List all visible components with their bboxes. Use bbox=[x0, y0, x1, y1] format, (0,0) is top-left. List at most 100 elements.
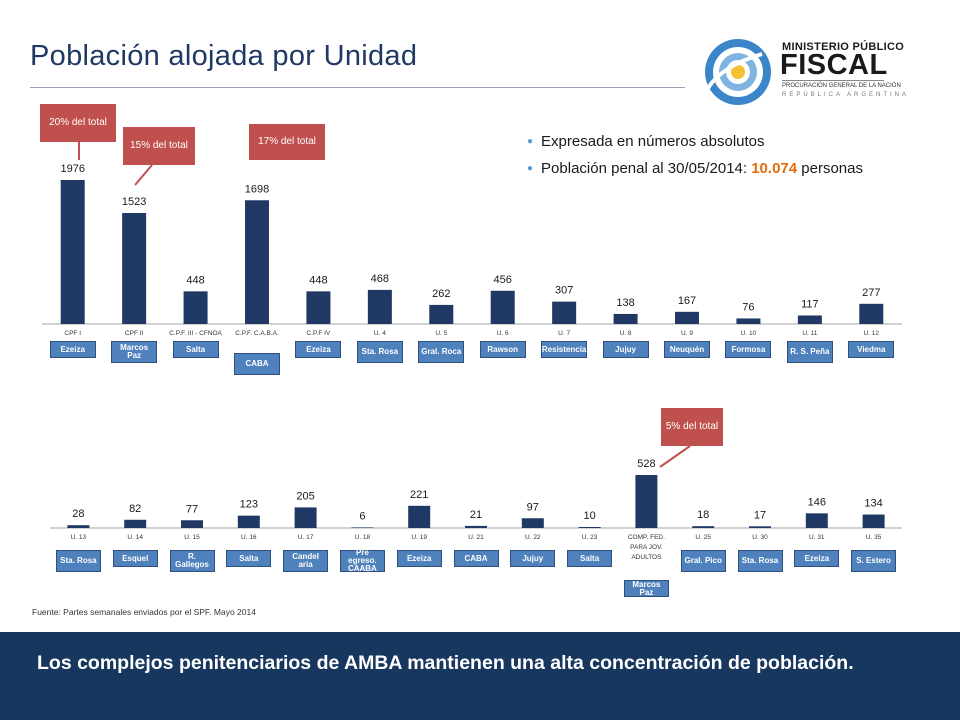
logo-line-3: PROCURACIÓN GENERAL DE LA NACIÓN bbox=[782, 83, 901, 89]
bar bbox=[67, 525, 90, 528]
location-tag: Candel aria bbox=[283, 550, 329, 572]
category-label: U. 6 bbox=[497, 330, 509, 337]
bar bbox=[181, 520, 203, 528]
location-tag: Resistencia bbox=[541, 341, 588, 358]
category-label: U. 25 bbox=[695, 534, 711, 541]
category-label: ADULTOS bbox=[631, 554, 662, 561]
category-label: U. 19 bbox=[411, 534, 427, 541]
bar bbox=[692, 526, 715, 528]
category-label: C.P.F. III - CFNOA bbox=[169, 330, 222, 337]
logo-line-4: REPÚBLICA ARGENTINA bbox=[782, 92, 910, 98]
data-label: 307 bbox=[555, 285, 573, 297]
percentage-callout: 20% del total bbox=[40, 104, 116, 142]
category-label: C.P.F IV bbox=[307, 330, 331, 337]
location-tag: CABA bbox=[234, 353, 280, 375]
bar bbox=[490, 290, 515, 324]
category-label: CPF I bbox=[64, 330, 81, 337]
bar bbox=[613, 313, 638, 324]
callout-leader-line bbox=[659, 445, 691, 468]
bar bbox=[408, 505, 431, 528]
bar bbox=[578, 526, 601, 528]
bar bbox=[351, 527, 374, 528]
data-label: 138 bbox=[616, 297, 634, 309]
total-population-value: 10.074 bbox=[751, 160, 798, 177]
bullet-suffix: personas bbox=[797, 160, 863, 177]
bar bbox=[552, 301, 577, 324]
bar bbox=[797, 315, 822, 324]
bar bbox=[749, 526, 771, 528]
category-label: U. 23 bbox=[582, 534, 598, 541]
location-tag: CABA bbox=[453, 550, 499, 567]
bar bbox=[862, 514, 885, 528]
data-label: 10 bbox=[583, 510, 595, 522]
category-label: U. 7 bbox=[558, 330, 570, 337]
category-label: COMP. FED. bbox=[628, 534, 665, 541]
location-tag: S. Estero bbox=[851, 550, 897, 572]
bar bbox=[367, 289, 392, 324]
data-label: 448 bbox=[309, 274, 327, 286]
location-tag: Sta. Rosa bbox=[737, 550, 783, 572]
callout-leader-line bbox=[134, 164, 153, 186]
data-label: 456 bbox=[494, 274, 512, 286]
category-label: CPF II bbox=[125, 330, 144, 337]
category-label: U. 35 bbox=[866, 534, 882, 541]
location-tag: Ezeiza bbox=[794, 550, 840, 567]
category-label: U. 16 bbox=[241, 534, 257, 541]
footer-banner: Los complejos penitenciarios de AMBA man… bbox=[0, 632, 960, 720]
bar bbox=[736, 318, 761, 324]
category-label: U. 15 bbox=[184, 534, 200, 541]
bullet-total-population: ● Población penal al 30/05/2014: 10.074 p… bbox=[527, 160, 863, 177]
location-tag: Ezeiza bbox=[49, 341, 96, 358]
bullet-absolute-numbers: ● Expresada en números absolutos bbox=[527, 133, 765, 150]
data-label: 97 bbox=[527, 501, 539, 513]
bar bbox=[237, 515, 260, 528]
bullet-prefix: Población penal al 30/05/2014: bbox=[541, 160, 752, 177]
location-tag: Salta bbox=[172, 341, 219, 358]
data-label: 82 bbox=[129, 503, 141, 515]
category-label: U. 31 bbox=[809, 534, 825, 541]
location-tag: Ezeiza bbox=[295, 341, 342, 358]
category-label: U. 21 bbox=[468, 534, 484, 541]
data-label: 167 bbox=[678, 295, 696, 307]
location-tag: Sta. Rosa bbox=[356, 341, 403, 363]
category-label: U. 12 bbox=[864, 330, 880, 337]
data-label: 262 bbox=[432, 288, 450, 300]
bar bbox=[521, 518, 544, 528]
data-label: 28 bbox=[72, 508, 84, 520]
bullet-text: Expresada en números absolutos bbox=[541, 133, 765, 150]
data-label: 1698 bbox=[245, 183, 269, 195]
percentage-callout: 5% del total bbox=[661, 408, 723, 446]
data-label: 146 bbox=[808, 496, 826, 508]
bar bbox=[635, 475, 658, 528]
category-label: U. 14 bbox=[127, 534, 143, 541]
ministerio-publico-fiscal-logo: MINISTERIO PÚBLICO FISCAL PROCURACIÓN GE… bbox=[702, 36, 906, 108]
category-label: U. 18 bbox=[355, 534, 371, 541]
category-label: U. 13 bbox=[71, 534, 87, 541]
location-tag: Sta. Rosa bbox=[55, 550, 101, 572]
logo-line-1: MINISTERIO PÚBLICO bbox=[782, 41, 905, 53]
data-label: 134 bbox=[864, 498, 882, 510]
data-label: 1976 bbox=[60, 163, 84, 175]
population-bar-charts: 1976 CPF I 1523 CPF II 448 C.P.F. III - CFNOA… bbox=[42, 142, 902, 561]
data-label: 6 bbox=[359, 510, 365, 522]
location-tag: Marcos Paz bbox=[111, 341, 158, 363]
logo-divider bbox=[782, 80, 884, 81]
data-label: 221 bbox=[410, 489, 428, 501]
bar bbox=[122, 213, 147, 324]
data-label: 117 bbox=[801, 298, 819, 310]
data-label: 277 bbox=[862, 287, 880, 299]
data-label: 205 bbox=[296, 490, 314, 502]
bar bbox=[675, 311, 699, 324]
data-label: 468 bbox=[371, 273, 389, 285]
location-tag: Viedma bbox=[848, 341, 895, 358]
data-label: 1523 bbox=[122, 196, 146, 208]
bar bbox=[465, 525, 487, 528]
bar bbox=[60, 180, 85, 324]
sun-emblem-icon bbox=[705, 39, 771, 105]
location-tag: Ezeiza bbox=[396, 550, 442, 567]
location-tag: Rawson bbox=[479, 341, 526, 358]
category-label: C.P.F. C.A.B.A. bbox=[235, 330, 279, 337]
category-label: U. 5 bbox=[435, 330, 447, 337]
source-note: Fuente: Partes semanales enviados por el… bbox=[32, 607, 256, 617]
location-tag: Jujuy bbox=[602, 341, 649, 358]
